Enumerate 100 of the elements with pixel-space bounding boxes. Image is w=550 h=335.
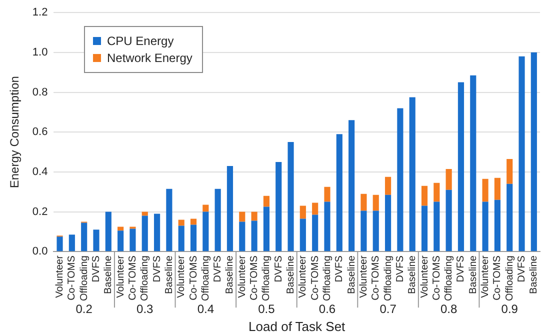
y-axis-title: Energy Consumption	[8, 76, 22, 188]
x-tick-label: Volunteer	[115, 254, 126, 298]
bar	[178, 226, 184, 252]
text: 0.9	[501, 302, 518, 316]
bar	[105, 212, 112, 252]
bar	[93, 230, 100, 252]
bar	[166, 188, 172, 252]
x-tick-label: Volunteer	[480, 254, 492, 298]
x-tick-label: Co-TOMS	[127, 255, 138, 300]
bar	[130, 228, 136, 252]
x-tick-label: Volunteer	[54, 254, 66, 298]
x-tick-label: Offloading	[200, 256, 212, 301]
x-tick-label: Offloading	[322, 256, 333, 301]
x-tick-label: Baseline	[346, 255, 358, 294]
x-tick-label: DVFS	[516, 255, 528, 282]
bar	[142, 216, 148, 252]
y-tick-label: 0.4	[32, 166, 48, 178]
bar	[226, 166, 234, 252]
bar	[276, 162, 282, 252]
x-tick-label: DVFS	[212, 255, 224, 282]
x-tick-label: Volunteer	[236, 254, 248, 298]
bar	[178, 220, 184, 226]
y-tick-label: 0.0	[32, 246, 48, 258]
bar	[421, 206, 428, 252]
x-tick-label: Baseline	[224, 255, 236, 294]
x-tick-label: Co-TOMS	[249, 255, 260, 300]
x-tick-label: Baseline	[286, 255, 297, 294]
x-tick-label: Baseline	[468, 255, 479, 294]
legend-label: Network Energy	[107, 51, 192, 65]
y-tick-label: 0.6	[32, 126, 48, 138]
bar	[372, 210, 379, 252]
bar	[434, 182, 440, 202]
x-tick-label: DVFS	[273, 255, 284, 282]
bar	[324, 202, 330, 252]
bar	[239, 222, 246, 252]
x-tick-label: Co-TOMS	[188, 255, 200, 300]
y-tick-label: 0.2	[32, 206, 48, 218]
bar	[494, 178, 500, 200]
x-tick-label: Volunteer	[298, 254, 309, 298]
bar	[482, 178, 488, 202]
bar	[202, 212, 209, 252]
bar	[518, 56, 525, 252]
bar	[251, 220, 258, 252]
text: 0.2	[76, 302, 93, 316]
y-tick-label: 1.2	[32, 6, 48, 19]
text: 0.4	[197, 302, 214, 316]
y-tick-label: 1.0	[32, 46, 48, 58]
bar	[300, 206, 306, 219]
bar	[446, 190, 452, 252]
x-tick-label: Offloading	[504, 256, 516, 301]
x-tick-label: Baseline	[528, 255, 540, 294]
x-tick-label: Baseline	[407, 255, 418, 294]
bar	[56, 236, 63, 252]
x-tick-label: Volunteer	[176, 254, 188, 298]
bar	[360, 194, 367, 211]
bar	[506, 158, 513, 184]
bar	[118, 230, 124, 252]
text: 0.6	[318, 302, 336, 316]
x-tick-label: Co-TOMS	[370, 255, 382, 300]
bar	[239, 212, 246, 222]
bar	[154, 214, 160, 252]
bar	[384, 194, 392, 252]
bar	[494, 200, 500, 252]
bar	[372, 194, 379, 211]
bar	[312, 214, 318, 252]
x-tick-label: Offloading	[444, 256, 455, 301]
bar	[288, 142, 294, 252]
x-tick-label: Offloading	[382, 256, 394, 301]
bar	[506, 184, 513, 252]
x-tick-label: Offloading	[261, 256, 272, 301]
bar	[360, 210, 367, 252]
bar	[300, 218, 306, 252]
bar	[348, 120, 355, 252]
x-tick-label: Co-TOMS	[66, 255, 78, 300]
x-tick-label: Co-TOMS	[310, 255, 321, 300]
bar	[409, 97, 416, 252]
x-tick-label: Co-TOMS	[492, 255, 504, 300]
text: 0.8	[440, 302, 458, 316]
bar	[446, 168, 452, 190]
bar	[190, 224, 197, 252]
x-tick-label: DVFS	[456, 255, 467, 282]
x-tick-label: DVFS	[394, 255, 406, 282]
bar	[214, 188, 221, 252]
bar	[324, 186, 330, 202]
text: 0.7	[380, 302, 397, 316]
bar	[312, 202, 318, 215]
text: 0.3	[136, 302, 154, 316]
x-tick-label: Volunteer	[358, 254, 370, 298]
x-tick-label: Baseline	[103, 255, 114, 294]
x-tick-label: Offloading	[140, 256, 151, 301]
bar	[190, 218, 197, 225]
legend-label: CPU Energy	[107, 34, 174, 48]
x-tick-label: Co-TOMS	[431, 255, 442, 300]
y-tick-label: 0.8	[32, 86, 48, 98]
bar	[263, 196, 270, 207]
x-tick-label: Volunteer	[419, 254, 430, 298]
x-tick-label: Offloading	[78, 256, 90, 301]
x-axis-title: Load of Task Set	[248, 319, 346, 334]
bar	[118, 226, 124, 231]
x-tick-label: Baseline	[164, 255, 175, 294]
